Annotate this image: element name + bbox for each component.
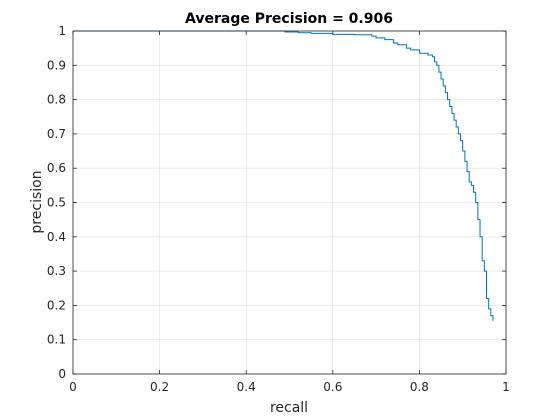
x-tick-label: 0 xyxy=(69,380,77,394)
chart-title: Average Precision = 0.906 xyxy=(185,11,393,27)
y-tick-label: 0.4 xyxy=(47,230,66,244)
y-tick-label: 0.1 xyxy=(47,333,66,347)
x-tick-label: 1 xyxy=(502,380,510,394)
y-tick-label: 0.9 xyxy=(47,58,66,72)
x-tick-label: 0.8 xyxy=(410,380,429,394)
y-tick-label: 0.2 xyxy=(47,298,66,312)
precision-recall-curve xyxy=(73,30,494,321)
y-axis-label: precision xyxy=(29,170,45,233)
y-tick-label: 0.7 xyxy=(47,127,66,141)
x-tick-label: 0.2 xyxy=(150,380,169,394)
x-tick-labels: 0 0.2 0.4 0.6 0.8 1 xyxy=(69,380,510,394)
y-tick-label: 0 xyxy=(58,367,66,381)
y-tick-labels: 0 0.1 0.2 0.3 0.4 0.5 0.6 0.7 0.8 0.9 1 xyxy=(47,24,66,381)
y-tick-label: 1 xyxy=(58,24,66,38)
x-axis-label: recall xyxy=(270,400,308,416)
y-tick-label: 0.3 xyxy=(47,264,66,278)
x-tick-label: 0.6 xyxy=(323,380,342,394)
y-tick-label: 0.8 xyxy=(47,93,66,107)
y-tick-label: 0.6 xyxy=(47,161,66,175)
x-tick-label: 0.4 xyxy=(237,380,256,394)
plot-frame xyxy=(72,30,507,375)
y-tick-label: 0.5 xyxy=(47,196,66,210)
